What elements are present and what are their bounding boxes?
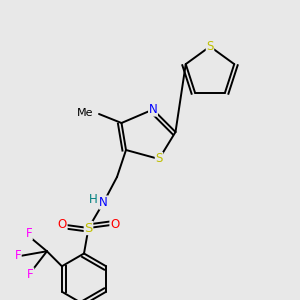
Text: Me: Me [77, 107, 94, 118]
Text: O: O [110, 218, 119, 232]
Text: F: F [26, 227, 32, 240]
Text: S: S [206, 40, 214, 53]
Text: H: H [88, 193, 98, 206]
Text: O: O [58, 218, 67, 232]
Text: N: N [148, 103, 158, 116]
Text: N: N [99, 196, 108, 209]
Text: S: S [84, 221, 93, 235]
Text: S: S [155, 152, 163, 166]
Text: F: F [14, 249, 21, 262]
Text: F: F [27, 268, 34, 281]
